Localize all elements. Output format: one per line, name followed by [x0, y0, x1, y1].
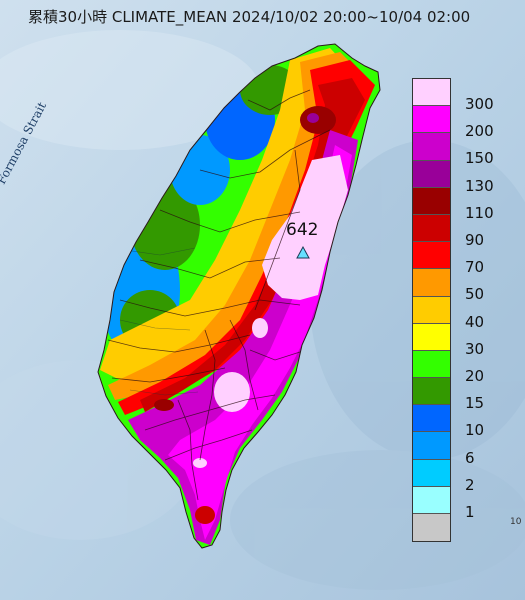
color-legend [412, 78, 451, 543]
legend-label: 15 [465, 394, 485, 413]
legend-swatch [413, 432, 450, 460]
legend-swatch [413, 242, 450, 270]
legend-label: 2 [465, 475, 475, 494]
max-marker-icon [296, 245, 310, 259]
legend-label: 6 [465, 448, 475, 467]
legend-label: 90 [465, 231, 485, 249]
legend-swatch [413, 133, 450, 161]
legend-label: 10 [465, 421, 485, 440]
legend-label: 40 [465, 312, 485, 331]
legend-label: 70 [465, 258, 485, 277]
legend-swatch [413, 514, 450, 542]
coastline [97, 43, 381, 549]
legend-label: 200 [465, 122, 494, 141]
sea-texture [0, 30, 525, 590]
legend-swatch [413, 323, 450, 351]
legend-label: 130 [465, 176, 494, 195]
corner-mark: 10 [510, 517, 522, 527]
legend-swatch [413, 106, 450, 134]
legend-label: 300 [465, 95, 494, 113]
legend-label: 1 [465, 503, 475, 521]
legend-swatch [413, 214, 450, 243]
legend-swatch [413, 350, 450, 379]
legend-swatch [413, 486, 450, 514]
map-title: 累積30小時 CLIMATE_MEAN 2024/10/02 20:00~10/… [28, 8, 471, 26]
legend-label: 30 [465, 339, 485, 358]
legend-label: 110 [465, 203, 494, 222]
legend-label: 20 [465, 367, 485, 385]
legend-label: 150 [465, 149, 494, 168]
legend-swatch [413, 378, 450, 406]
legend-label: 50 [465, 285, 485, 304]
legend-swatch [413, 296, 450, 324]
legend-swatch [413, 405, 450, 433]
legend-swatch [413, 187, 450, 215]
legend-swatch [413, 79, 450, 107]
legend-swatch [413, 269, 450, 297]
legend-swatch [413, 160, 450, 188]
legend-swatch [413, 459, 450, 487]
max-value-label: 642 [286, 220, 319, 240]
